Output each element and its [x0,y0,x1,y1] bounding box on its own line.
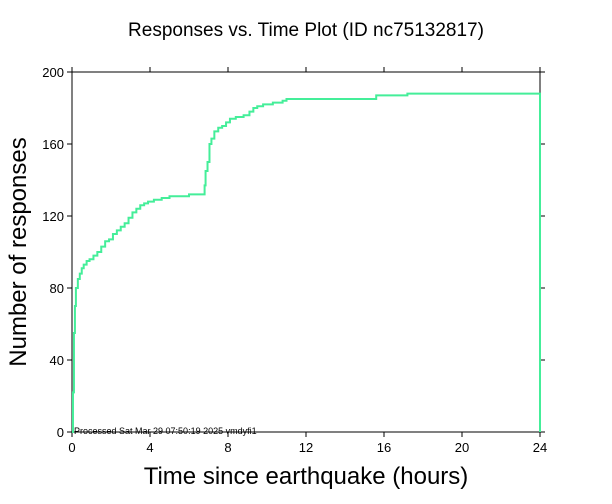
y-tick-label: 40 [50,353,64,368]
response-count-line [71,92,541,433]
y-tick-label: 0 [57,425,64,440]
plot-frame [71,71,541,433]
x-tick-label: 24 [533,440,547,455]
y-axis-ticks: 0 40 80 120 160 200 [42,65,545,440]
x-axis-label: Time since earthquake (hours) [144,463,469,490]
x-tick-label: 0 [68,440,75,455]
x-tick-label: 8 [224,440,231,455]
y-tick-label: 120 [42,209,64,224]
x-axis-ticks: 0 4 8 12 16 20 24 [68,67,547,455]
y-tick-label: 80 [50,281,64,296]
y-axis-label: Number of responses [5,137,32,366]
y-tick-label: 200 [42,65,64,80]
x-tick-label: 16 [377,440,391,455]
x-tick-label: 20 [455,440,469,455]
processed-note: Processed Sat Mar 29 07:50:19 2025 vmdyf… [74,426,257,436]
x-tick-label: 12 [299,440,313,455]
y-tick-label: 160 [42,137,64,152]
x-tick-label: 4 [146,440,153,455]
plot-area: 0 40 80 120 160 200 0 4 8 12 16 20 24 [42,65,547,455]
chart-title: Responses vs. Time Plot (ID nc75132817) [128,20,484,41]
